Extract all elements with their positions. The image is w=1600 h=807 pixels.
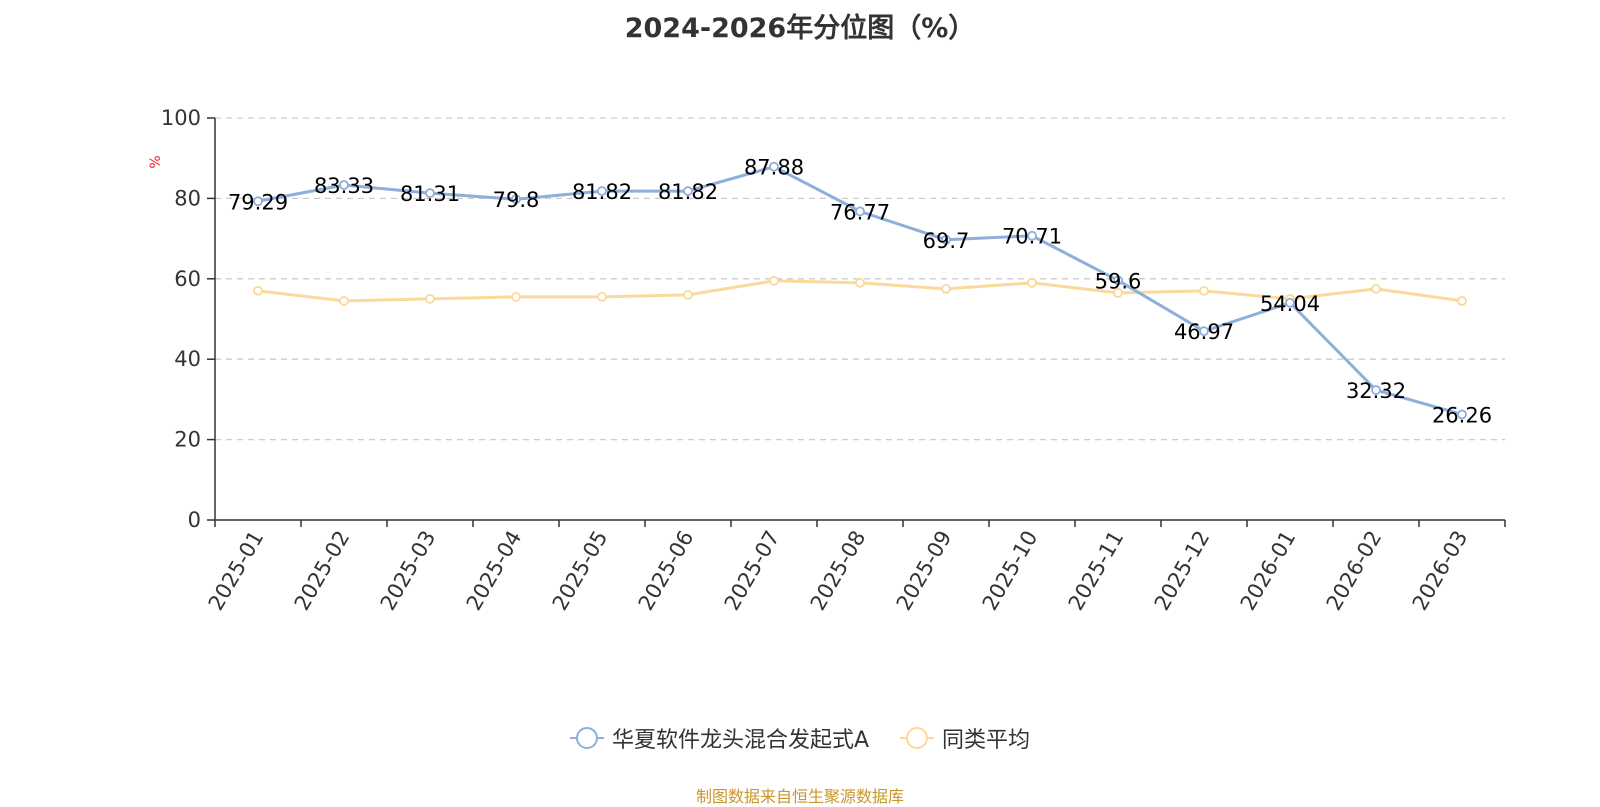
x-tick-label: 2026-03 [1408, 527, 1473, 615]
data-point[interactable] [1285, 297, 1295, 308]
x-tick-label: 2025-06 [634, 527, 699, 615]
source-note: 制图数据来自恒生聚源数据库 [695, 787, 904, 806]
legend: 华夏软件龙头混合发起式A 同类平均 [0, 722, 1600, 756]
legend-item-average[interactable]: 同类平均 [900, 722, 1030, 754]
data-point[interactable] [769, 161, 779, 172]
data-point[interactable] [1199, 285, 1209, 296]
data-point[interactable] [683, 186, 693, 196]
y-tick-label: 20 [174, 428, 201, 452]
data-label: 83.33 [314, 174, 374, 198]
data-point[interactable] [1027, 277, 1037, 288]
x-tick-label: 2026-02 [1322, 527, 1387, 615]
data-label: 81.31 [400, 182, 460, 206]
data-point[interactable] [1371, 283, 1381, 294]
data-point[interactable] [511, 194, 521, 205]
legend-label-average: 同类平均 [942, 728, 1031, 753]
data-point[interactable] [425, 293, 435, 304]
chart-title: 2024-2026年分位图（%） [624, 13, 976, 44]
data-point[interactable] [1027, 230, 1037, 241]
x-tick-label: 2025-01 [204, 527, 269, 615]
data-point[interactable] [855, 206, 865, 217]
legend-label-fund: 华夏软件龙头混合发起式A [611, 728, 870, 753]
y-tick-label: 60 [174, 267, 201, 291]
data-label: 70.71 [1002, 225, 1062, 249]
data-label: 81.82 [658, 180, 718, 204]
legend-marker-fund [569, 727, 604, 749]
data-point[interactable] [1457, 296, 1467, 306]
x-tick-label: 2025-12 [1150, 527, 1215, 615]
data-point[interactable] [339, 296, 349, 306]
data-label: 87.88 [744, 156, 804, 180]
series-group [253, 161, 1467, 420]
data-point[interactable] [1371, 385, 1381, 395]
x-tick-label: 2025-09 [892, 527, 957, 615]
y-tick-label: 0 [188, 508, 201, 532]
data-point[interactable] [511, 291, 521, 302]
x-tick-label: 2025-05 [548, 527, 613, 615]
x-tick-label: 2025-08 [806, 527, 871, 615]
data-point[interactable] [597, 291, 607, 302]
x-tick-label: 2026-01 [1236, 527, 1301, 615]
grid-lines [215, 117, 1505, 441]
data-point[interactable] [1199, 326, 1209, 337]
data-label: 81.82 [572, 180, 632, 204]
y-tick-label: 100 [161, 106, 201, 130]
data-point[interactable] [769, 275, 779, 286]
legend-item-fund[interactable]: 华夏软件龙头混合发起式A [569, 722, 870, 754]
data-label: 69.7 [923, 229, 970, 253]
x-tick-label: 2025-10 [978, 527, 1043, 615]
data-point[interactable] [253, 196, 263, 207]
data-point[interactable] [941, 234, 951, 245]
x-tick-label: 2025-03 [376, 527, 441, 615]
y-axis-label: % [148, 155, 164, 168]
data-point[interactable] [425, 188, 435, 199]
data-point[interactable] [1457, 409, 1467, 420]
legend-marker-average [900, 727, 935, 749]
x-tick-label: 2025-02 [290, 527, 355, 615]
data-labels: 79.29 83.33 81.31 79.8 81.82 81.82 87.88 76.77 6… [228, 156, 1492, 428]
data-point[interactable] [683, 289, 693, 300]
x-tick-label: 2025-07 [720, 527, 785, 615]
data-point[interactable] [941, 283, 951, 294]
data-point[interactable] [339, 180, 349, 190]
data-label: 79.8 [493, 188, 540, 212]
x-tick-label: 2025-04 [462, 527, 527, 615]
data-label: 54.04 [1260, 292, 1320, 316]
data-label: 26.26 [1432, 403, 1492, 427]
data-point[interactable] [597, 186, 607, 196]
data-point[interactable] [253, 285, 263, 296]
data-point[interactable] [1113, 287, 1123, 298]
data-label: 79.29 [228, 190, 288, 214]
line-chart: 0 20 40 60 80 100 2025-01 2025-02 2025-03 2025-04… [148, 106, 1506, 615]
y-tick-label: 80 [174, 186, 201, 210]
data-label: 59.6 [1095, 269, 1142, 293]
data-label: 46.97 [1174, 320, 1234, 344]
x-tick-label: 2025-11 [1064, 527, 1129, 615]
data-point[interactable] [1113, 275, 1123, 286]
y-tick-label: 40 [174, 347, 201, 371]
data-label: 32.32 [1346, 379, 1406, 403]
data-point[interactable] [855, 277, 865, 288]
data-label: 76.77 [830, 200, 890, 224]
